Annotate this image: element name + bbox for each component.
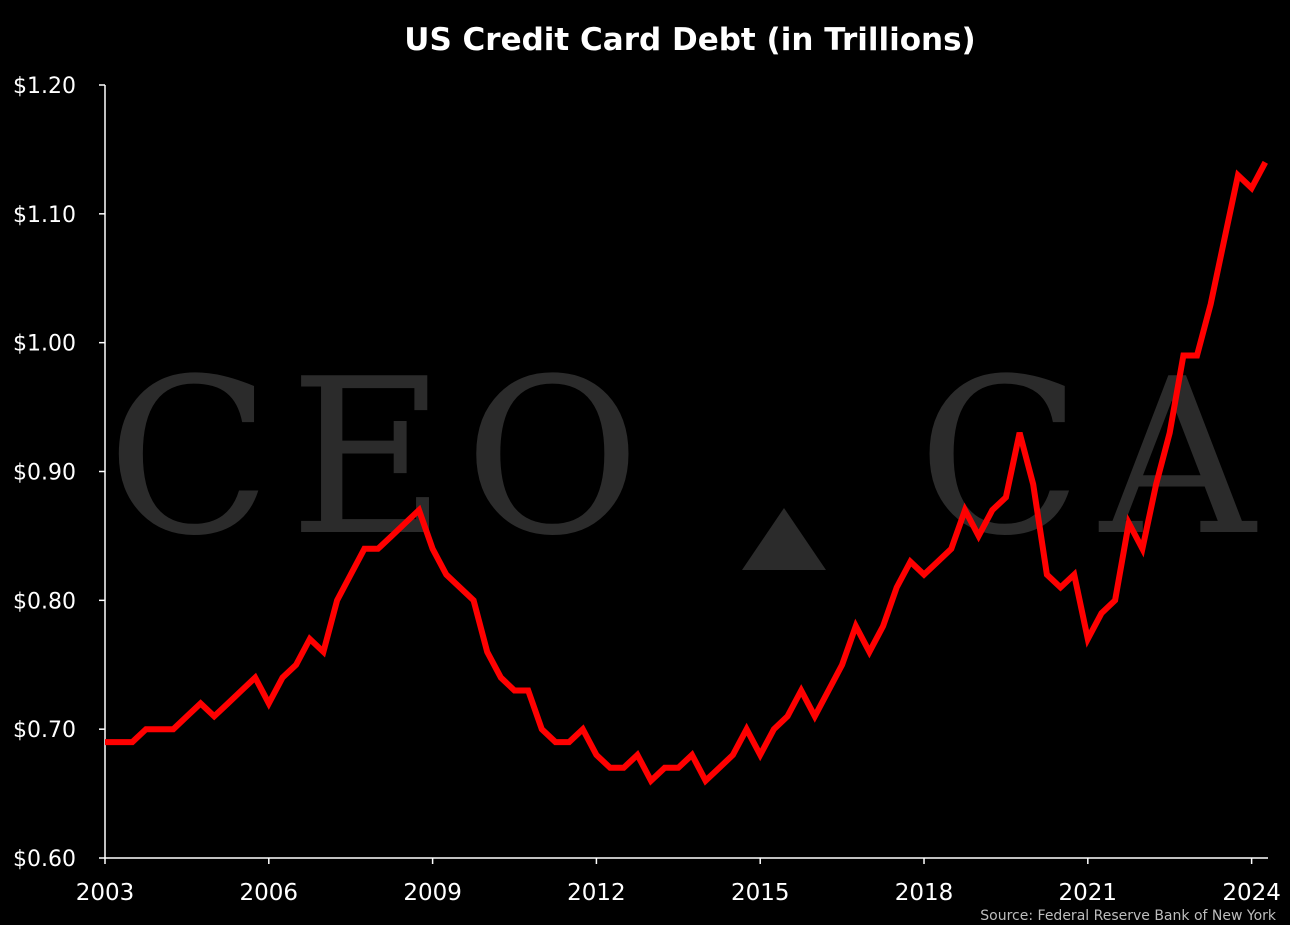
x-tick-label: 2009 — [403, 880, 462, 906]
y-tick-label: $0.80 — [13, 589, 76, 614]
watermark-text: CEO CA — [107, 332, 1274, 583]
debt-series-line — [105, 160, 1268, 786]
source-note: Source: Federal Reserve Bank of New York — [980, 908, 1276, 924]
y-tick-label: $0.60 — [13, 847, 76, 872]
y-tick-label: $1.00 — [13, 332, 76, 357]
y-axis: $0.60 $0.70 $0.80 $0.90 $1.00 $1.10 $1.20 — [13, 74, 106, 872]
y-tick-label: $1.10 — [13, 203, 76, 228]
x-tick-label: 2012 — [567, 880, 626, 906]
y-tick-label: $1.20 — [13, 74, 76, 99]
y-tick-label: $0.70 — [13, 718, 76, 743]
watermark-triangle-icon — [742, 508, 826, 570]
x-tick-label: 2021 — [1059, 880, 1118, 906]
series-layer — [104, 160, 1268, 786]
x-tick-label: 2003 — [76, 880, 135, 906]
chart-title: US Credit Card Debt (in Trillions) — [404, 22, 976, 58]
x-axis: 2003 2006 2009 2012 2015 2018 2021 2024 — [76, 857, 1281, 906]
y-tick-label: $0.90 — [13, 461, 76, 486]
x-tick-label: 2018 — [895, 880, 954, 906]
x-tick-label: 2006 — [240, 880, 299, 906]
x-tick-label: 2015 — [731, 880, 790, 906]
x-tick-label: 2024 — [1222, 880, 1281, 906]
